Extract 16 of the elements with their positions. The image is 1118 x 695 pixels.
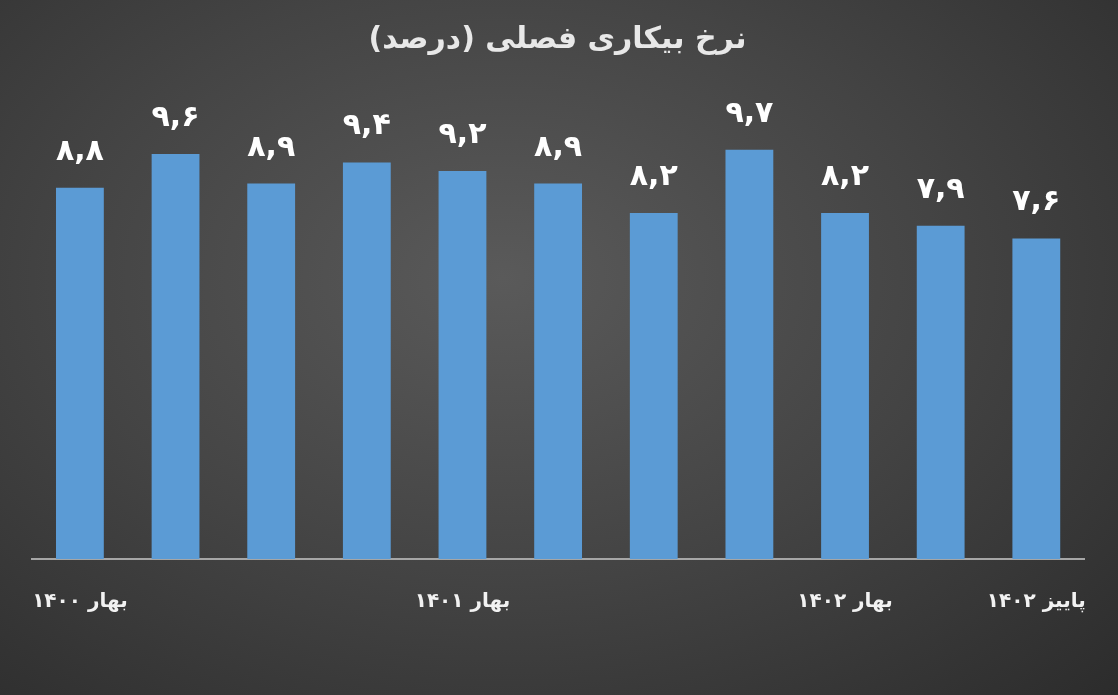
x-tick-label: بهار ۱۴۰۱ (414, 588, 511, 613)
chart-title: نرخ بیکاری فصلی (درصد) (368, 19, 747, 55)
data-label: ۹,۲ (438, 114, 487, 150)
x-tick-label: پاییز ۱۴۰۲ (986, 588, 1086, 614)
data-label: ۸,۲ (629, 157, 678, 193)
data-label: ۹,۷ (725, 93, 774, 129)
data-label: ۸,۸ (55, 131, 104, 167)
data-label: ۸,۹ (247, 127, 296, 163)
x-tick-label: بهار ۱۴۰۲ (797, 588, 893, 613)
data-label: ۷,۶ (1012, 182, 1061, 218)
data-label: ۹,۶ (151, 98, 200, 134)
data-label: ۹,۴ (342, 106, 391, 142)
data-label: ۸,۹ (534, 127, 583, 163)
data-label: ۷,۹ (916, 169, 965, 205)
data-label: ۸,۲ (821, 157, 870, 193)
x-tick-label: بهار ۱۴۰۰ (32, 588, 128, 613)
